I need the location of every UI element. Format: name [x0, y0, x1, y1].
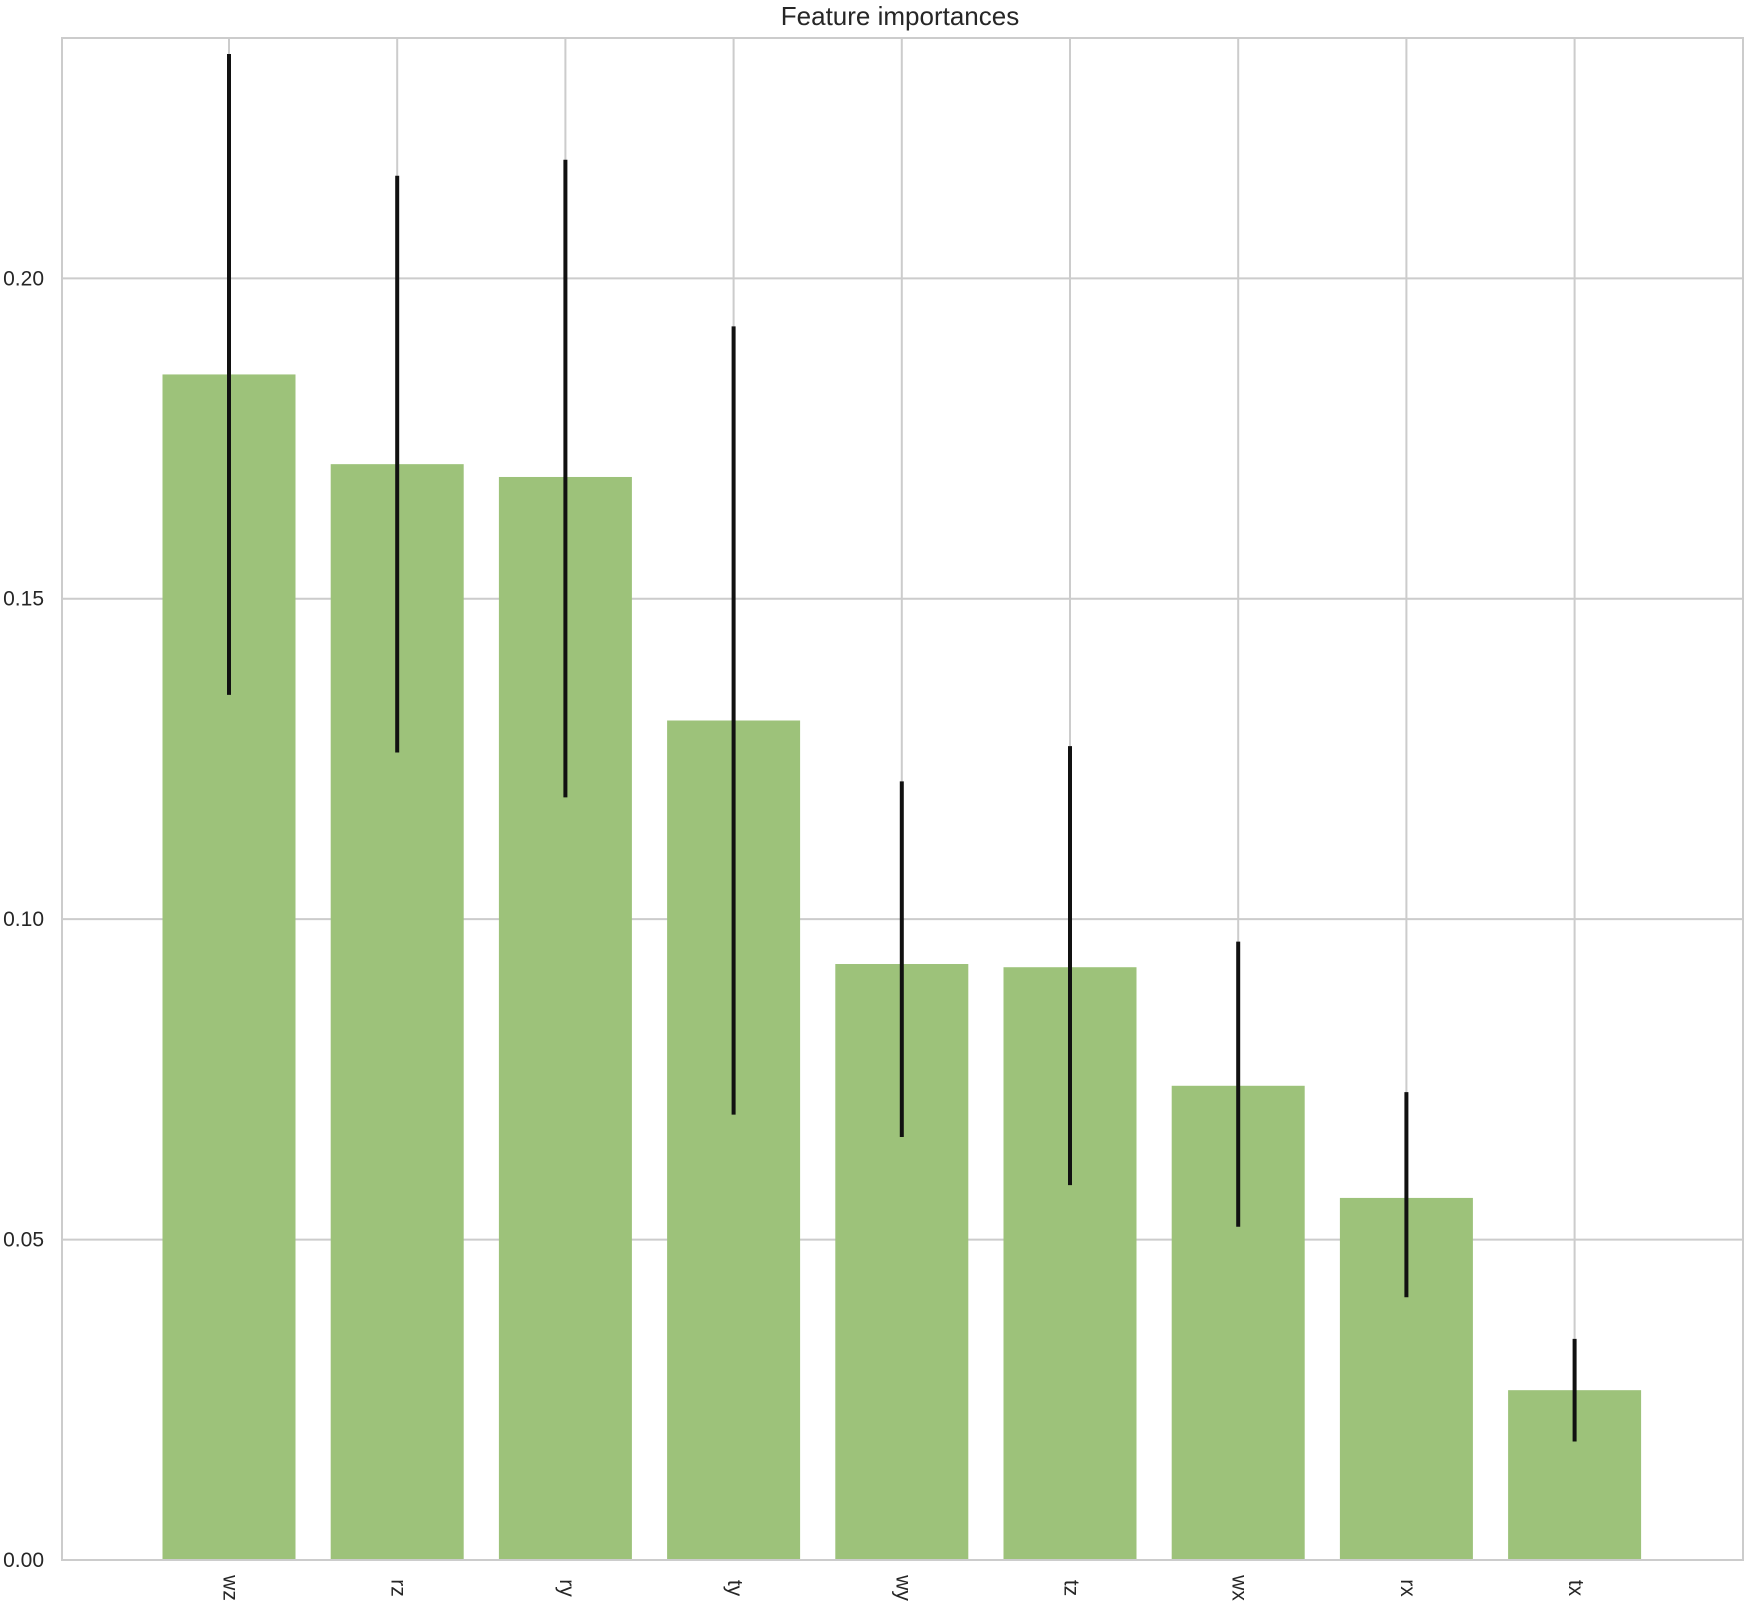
- x-tick-label-tz: tz: [1059, 1580, 1082, 1596]
- x-tick-label-wz: wz: [218, 1574, 241, 1601]
- plot-frame: [61, 37, 1744, 1561]
- y-tick-label: 0.10: [3, 908, 44, 931]
- y-tick-label: 0.00: [3, 1549, 44, 1572]
- y-tick-labels: 0.00 0.05 0.10 0.15 0.20: [3, 267, 44, 1572]
- bars-group: [162, 374, 1642, 1561]
- x-tick-label-rz: rz: [387, 1579, 410, 1597]
- x-tick-label-wy: wy: [891, 1574, 914, 1601]
- x-tick-label-rx: rx: [1396, 1579, 1419, 1597]
- x-tick-label-ty: ty: [723, 1580, 746, 1597]
- x-tick-labels: wz rz ry ty wy tz wx rx tx: [218, 1574, 1587, 1601]
- y-tick-label: 0.20: [3, 267, 44, 290]
- x-tick-label-tx: tx: [1564, 1580, 1587, 1597]
- y-tick-label: 0.05: [3, 1229, 44, 1252]
- x-tick-label-ry: ry: [555, 1579, 578, 1597]
- error-bars-group: [227, 54, 1577, 1442]
- chart-title: Feature importances: [781, 1, 1019, 31]
- y-tick-label: 0.15: [3, 588, 44, 611]
- x-tick-label-wx: wx: [1228, 1574, 1251, 1601]
